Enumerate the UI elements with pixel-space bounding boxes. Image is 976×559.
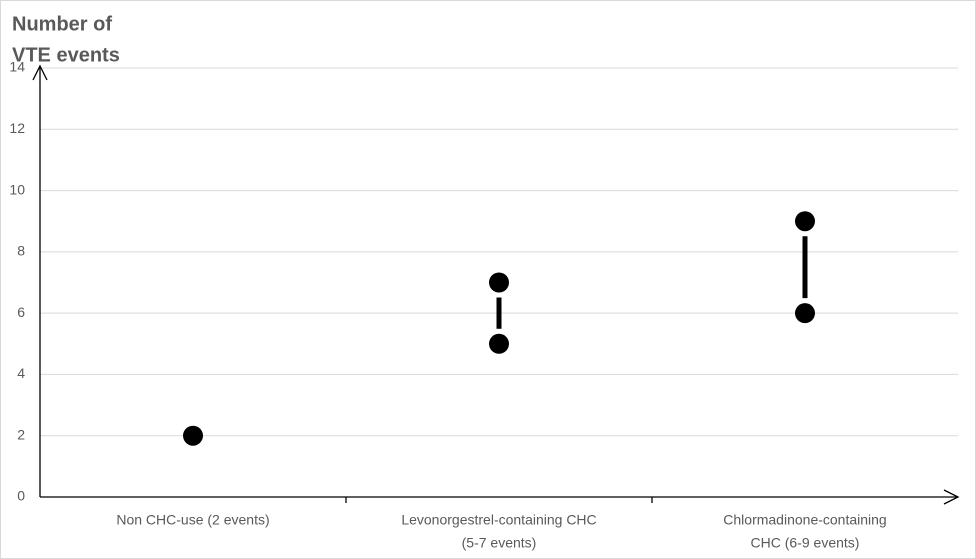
y-tick-label: 10 bbox=[9, 181, 25, 197]
x-tick-label: (5-7 events) bbox=[462, 535, 537, 551]
x-tick-label: CHC (6-9 events) bbox=[751, 535, 860, 551]
y-tick-label: 14 bbox=[9, 59, 25, 75]
low-dot bbox=[183, 425, 203, 446]
x-tick-label: Non CHC-use (2 events) bbox=[116, 512, 269, 528]
low-dot bbox=[489, 333, 509, 354]
x-axis-arrow bbox=[943, 489, 960, 505]
y-tick-label: 0 bbox=[17, 488, 25, 504]
y-axis-label: VTE events bbox=[12, 44, 120, 66]
y-tick-label: 12 bbox=[9, 120, 25, 136]
y-axis-label: Number of bbox=[12, 13, 112, 35]
y-axis-arrow bbox=[32, 64, 48, 81]
y-tick-label: 8 bbox=[17, 243, 25, 259]
y-tick-label: 4 bbox=[17, 365, 25, 381]
x-tick-label: Chlormadinone-containing bbox=[723, 512, 886, 528]
high-dot bbox=[489, 272, 509, 293]
high-dot bbox=[795, 211, 815, 232]
low-dot bbox=[795, 303, 815, 324]
x-tick-label: Levonorgestrel-containing CHC bbox=[401, 512, 596, 528]
y-tick-label: 6 bbox=[17, 304, 25, 320]
y-tick-label: 2 bbox=[17, 426, 25, 442]
